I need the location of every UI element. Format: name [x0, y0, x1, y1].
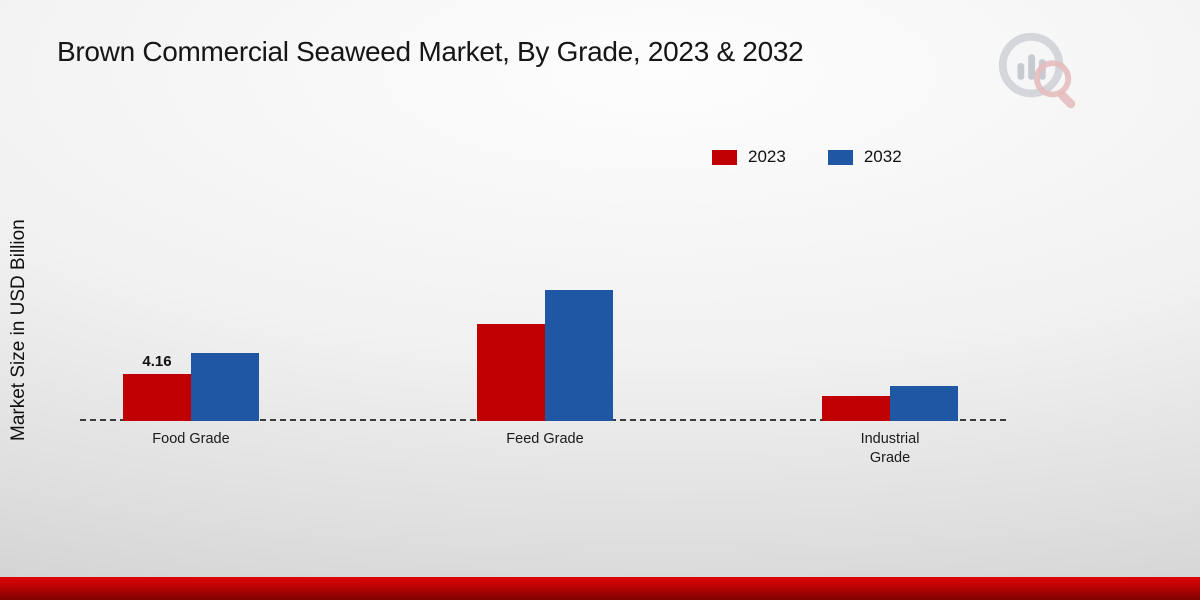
bar-2023-industrial-grade	[822, 396, 890, 421]
legend-item-2023: 2023	[712, 147, 786, 167]
category-label: Feed Grade	[506, 431, 584, 447]
legend-item-2032: 2032	[827, 147, 902, 167]
bar-2032-feed-grade	[545, 290, 613, 421]
bar-group-industrial-grade: Industrial Grade	[822, 140, 958, 466]
legend-swatch	[712, 149, 737, 165]
bar-group-feed-grade: Feed Grade	[477, 140, 613, 447]
bar-2032-food-grade	[191, 353, 259, 421]
category-label: Food Grade	[152, 431, 230, 447]
legend-label: 2032	[863, 147, 902, 166]
bar-2023-food-grade: 4.16	[123, 353, 191, 421]
bar-group-food-grade: 4.16 Food Grade	[123, 140, 259, 447]
bar-value-label: 4.16	[142, 353, 172, 370]
chart-area: 4.16 Food Grade Feed Grade Industrial Grade	[80, 140, 1006, 466]
category-label: Industrial Grade	[860, 431, 920, 466]
footer-ribbon	[0, 577, 1200, 600]
legend-swatch	[827, 149, 853, 165]
bar-2032-industrial-grade	[890, 386, 958, 421]
brand-logo	[998, 32, 1076, 109]
chart-legend: 2023 2032	[712, 147, 902, 167]
bar-2023-feed-grade	[477, 324, 545, 421]
y-axis-label: Market Size in USD Billion	[8, 219, 29, 441]
legend-label: 2023	[748, 147, 786, 166]
chart-title: Brown Commercial Seaweed Market, By Grad…	[57, 36, 804, 67]
